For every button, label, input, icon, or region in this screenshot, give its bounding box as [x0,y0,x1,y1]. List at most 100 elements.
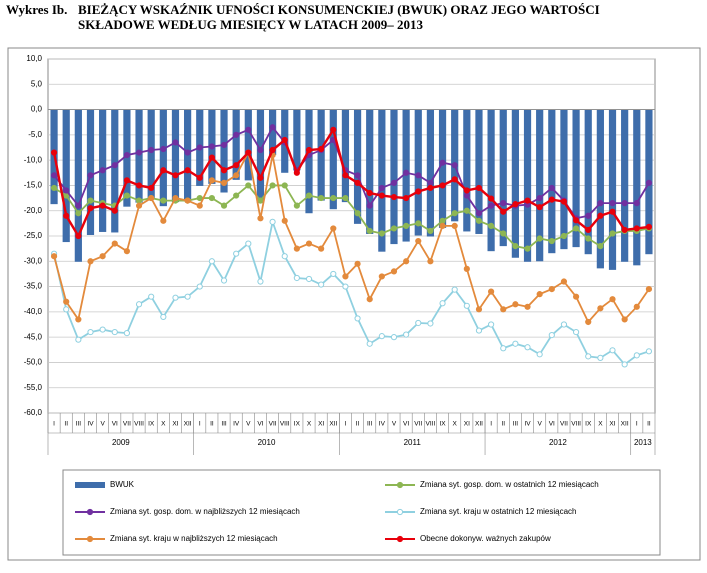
point [63,298,70,305]
point [403,194,410,202]
point [318,194,325,202]
bar [475,109,483,234]
point [645,179,653,186]
y-tick-label: -55,0 [24,383,43,392]
point [548,196,555,203]
point [560,321,568,328]
x-tick-label: XII [184,421,192,428]
point [463,187,470,194]
point [99,167,106,174]
legend-marker [396,508,404,516]
point [512,201,519,208]
x-tick-label: I [636,421,638,428]
point [390,268,398,275]
x-tick-label: I [199,421,201,428]
point [75,210,82,217]
point [585,353,592,360]
bar [220,109,228,193]
point [172,172,179,179]
bar [426,109,435,237]
point [245,149,252,156]
point [318,281,325,288]
point [111,162,118,169]
point [281,217,288,224]
bar [268,109,277,156]
point [572,293,580,300]
point [451,210,458,217]
point [75,316,82,323]
x-tick-label: IV [379,421,386,428]
point [488,288,495,295]
x-tick-label: V [246,421,251,428]
year-label: 2012 [549,438,567,447]
point [87,205,94,212]
point [560,232,568,240]
point [572,328,580,336]
y-tick-label: 5,0 [31,79,43,88]
point [633,303,640,310]
x-tick-label: VIII [571,421,581,428]
point [293,245,300,252]
bar [511,109,519,258]
point [415,319,422,327]
point [463,265,470,272]
point [269,124,276,131]
point [463,302,470,309]
point [123,192,131,199]
point [50,149,58,156]
point [148,184,155,192]
point [148,146,155,154]
point [415,172,422,179]
point [305,275,313,283]
point [645,348,653,355]
point [172,194,179,202]
point [208,154,215,161]
x-tick-label: I [53,421,55,428]
bar [232,109,240,180]
x-tick-label: VII [123,421,131,428]
bar [608,109,617,270]
point [403,331,410,338]
bar [523,109,532,262]
x-tick-label: I [490,421,492,428]
point [633,200,640,207]
point [257,278,264,285]
x-tick-label: XII [475,421,483,428]
point [293,169,300,176]
point [233,131,240,138]
legend-marker [86,508,94,516]
point [293,274,300,282]
point [269,218,276,225]
bar [135,109,143,203]
legend-marker [86,535,94,543]
bar [74,109,82,262]
point [390,179,398,186]
point [597,305,604,312]
point [427,184,434,192]
point [633,225,640,232]
bar [244,109,252,181]
x-tick-label: X [307,421,312,428]
x-tick-label: II [501,421,505,428]
bar [560,109,568,250]
point [342,194,349,202]
bar [438,109,447,228]
bar [463,109,471,232]
point [548,332,555,339]
point [597,354,604,361]
point [269,182,276,189]
point [427,179,434,186]
point [427,320,434,327]
x-tick-label: II [356,421,360,428]
point [378,273,385,280]
point [75,202,82,209]
point [403,169,410,176]
point [172,139,179,146]
point [524,245,531,252]
point [63,306,70,313]
point [87,328,94,336]
point [366,340,373,347]
bar [584,109,592,255]
x-tick-label: XI [609,421,615,428]
point [439,300,446,307]
